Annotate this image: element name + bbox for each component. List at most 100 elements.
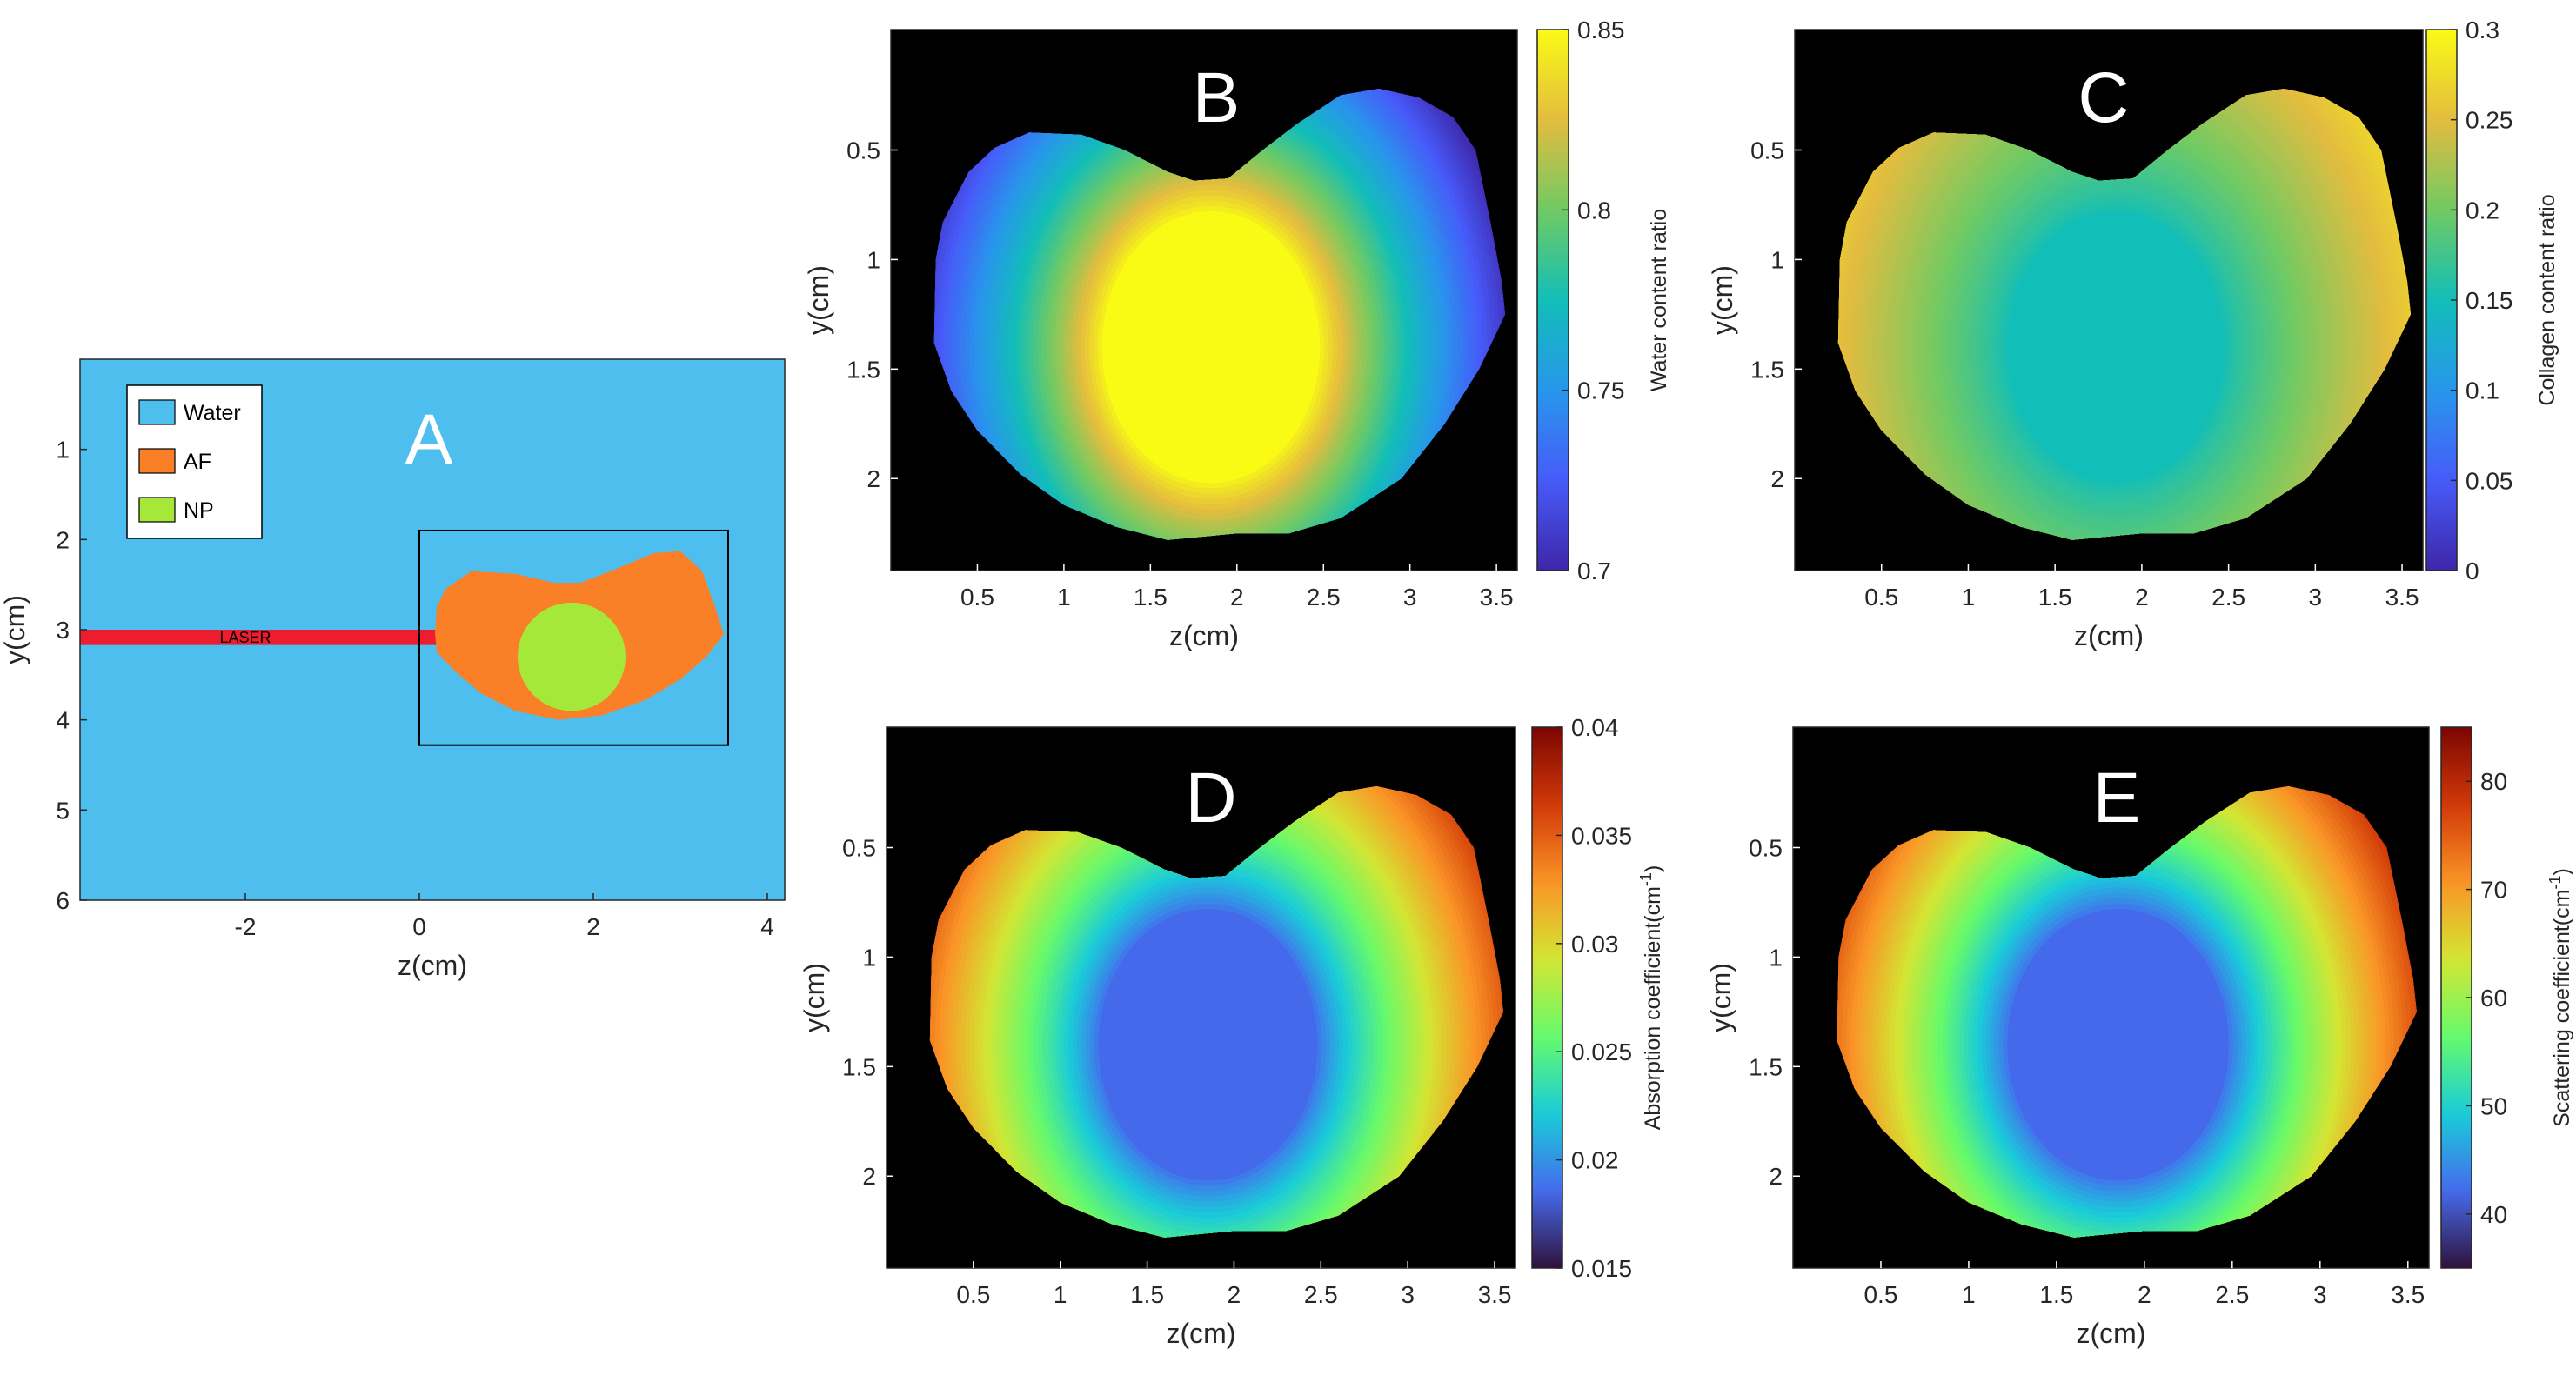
panel-letter: C [2078, 58, 2129, 137]
x-axis-label: z(cm) [1167, 1318, 1236, 1349]
colorbar-body [1531, 726, 1563, 1269]
heat-core [1101, 211, 1321, 484]
y-tick-label: 2 [862, 1163, 876, 1190]
heat-core [1098, 909, 1318, 1181]
colorbar-tick-label: 0.04 [1571, 714, 1619, 741]
x-tick-label: 1 [1962, 584, 1976, 611]
colorbar: 0.015 0.02 0.025 0.03 0.035 0.04 Absorption co… [1531, 714, 1665, 1282]
panel-d: 0.5 1 1.5 2 2.5 3 3.50.511.52z(cm)y(cm)D0.0150… [799, 714, 1665, 1349]
panel-c: 0.5 1 1.5 2 2.5 3 3.50.511.52z(cm)y(cm)C00.050… [1707, 17, 2559, 651]
colorbar-label-superscript: -1 [1637, 872, 1655, 886]
x-tick-label: 2 [586, 913, 600, 940]
colorbar-label: Absorption coefficient(cm-1) [1637, 865, 1665, 1131]
y-tick-label: 1 [862, 944, 876, 971]
y-tick-label: 1 [1769, 944, 1783, 971]
colorbar-label-main: Scattering coefficient(cm [2550, 890, 2574, 1127]
y-tick-label: 1 [1770, 246, 1784, 273]
legend: Water AF NP [126, 384, 263, 539]
legend-label: Water [184, 401, 241, 425]
colorbar-tick-label: 0.8 [1577, 197, 1611, 224]
y-axis-label: y(cm) [0, 595, 30, 664]
legend-swatch [138, 399, 176, 425]
colorbar-label-main: Absorption coefficient(cm [1641, 886, 1665, 1130]
x-tick-label: 3 [2309, 584, 2323, 611]
x-tick-label: 3 [2313, 1281, 2327, 1308]
panel-letter: A [405, 400, 453, 479]
y-tick-label: 0.5 [842, 835, 876, 862]
x-tick-label: 1 [1057, 584, 1071, 611]
colorbar-tick-label: 0.75 [1577, 377, 1625, 404]
axes-box [890, 29, 1518, 571]
x-tick-label: 2 [2138, 1281, 2151, 1308]
colorbar: 0.7 0.75 0.8 0.85 Water content ratio [1536, 17, 1671, 584]
heat-core [2007, 909, 2229, 1181]
legend-swatch [138, 497, 176, 523]
np-region [518, 602, 626, 711]
x-axis-label: z(cm) [398, 950, 467, 981]
y-tick-label: 1 [56, 437, 70, 464]
roi-box [418, 529, 729, 746]
y-tick-label: 2 [1770, 465, 1784, 492]
x-tick-label: 4 [760, 913, 774, 940]
colorbar-tick-label: 0 [2466, 558, 2479, 584]
y-tick-label: 1 [866, 246, 880, 273]
panel-letter: E [2093, 758, 2141, 838]
y-tick-label: 1.5 [842, 1053, 876, 1080]
axes-box [1794, 29, 2424, 571]
x-axis-label: z(cm) [2074, 620, 2144, 651]
y-tick-label: 0.5 [846, 137, 880, 164]
x-tick-label: 2 [1230, 584, 1244, 611]
x-tick-label: 2.5 [1304, 1281, 1338, 1308]
colorbar-tick-label: 0.2 [2466, 197, 2499, 224]
colorbar-label-end: ) [1641, 865, 1665, 872]
x-tick-label: 3.5 [1478, 1281, 1512, 1308]
x-tick-label: 3 [1403, 584, 1417, 611]
panel-b: 0.5 1 1.5 2 2.5 3 3.50.511.52z(cm)y(cm)B0.70.7… [803, 17, 1671, 651]
x-tick-label: 1 [1962, 1281, 1976, 1308]
x-tick-label: 2 [1228, 1281, 1241, 1308]
x-tick-label: 0.5 [1864, 584, 1898, 611]
x-tick-label: 1.5 [1134, 584, 1168, 611]
y-tick-label: 1.5 [1749, 1053, 1783, 1080]
colorbar-label: Water content ratio [1647, 209, 1671, 391]
colorbar-tick-label: 0.025 [1571, 1038, 1632, 1065]
x-axis-label: z(cm) [2077, 1318, 2146, 1349]
y-axis-label: y(cm) [1707, 265, 1738, 335]
y-tick-label: 5 [56, 797, 70, 824]
colorbar-tick-label: 0.85 [1577, 17, 1625, 43]
colorbar-tick-label: 0.7 [1577, 558, 1611, 584]
legend-label: NP [184, 498, 214, 523]
y-tick-label: 2 [1769, 1163, 1783, 1190]
colorbar-label-end: ) [2550, 868, 2574, 875]
x-tick-label: 3.5 [1480, 584, 1514, 611]
axes-box [1792, 726, 2430, 1269]
x-tick-label: 3.5 [2391, 1281, 2425, 1308]
x-tick-label: 3 [1401, 1281, 1415, 1308]
y-axis-label: y(cm) [1705, 963, 1736, 1032]
y-axis-label: y(cm) [799, 963, 830, 1032]
x-tick-label: 2.5 [2211, 584, 2245, 611]
x-tick-label: 1.5 [2038, 584, 2072, 611]
legend-label: AF [184, 450, 211, 474]
y-tick-label: 4 [56, 707, 70, 734]
colorbar-tick-label: 70 [2480, 877, 2507, 904]
y-tick-label: 0.5 [1750, 137, 1784, 164]
x-tick-label: 2.5 [1307, 584, 1341, 611]
x-tick-label: 2 [2135, 584, 2149, 611]
colorbar-body [1536, 29, 1569, 571]
y-tick-label: 1.5 [846, 356, 880, 383]
x-tick-label: 0.5 [956, 1281, 990, 1308]
y-tick-label: 3 [56, 617, 70, 644]
colorbar-tick-label: 0.015 [1571, 1255, 1632, 1282]
panel-a: LASER -2 0 2 4 1 2 3 4 5 6 z(cm) y(cm) A Water AF NP [0, 358, 786, 981]
panel-e: 0.5 1 1.5 2 2.5 3 3.5 0.5 1 1.5 2 z(cm) y(cm) E 40 50 60… [1705, 726, 2574, 1349]
y-tick-label: 2 [866, 465, 880, 492]
colorbar: 0 0.05 0.1 0.15 0.2 0.25 0.3 Collagen content r… [2425, 17, 2559, 584]
legend-swatch [138, 448, 176, 474]
colorbar-tick-label: 40 [2480, 1201, 2507, 1228]
colorbar-tick-label: 0.15 [2466, 287, 2513, 314]
colorbar-tick-label: 0.25 [2466, 107, 2513, 134]
colorbar-tick-label: 0.035 [1571, 822, 1632, 849]
x-axis-label: z(cm) [1169, 620, 1239, 651]
